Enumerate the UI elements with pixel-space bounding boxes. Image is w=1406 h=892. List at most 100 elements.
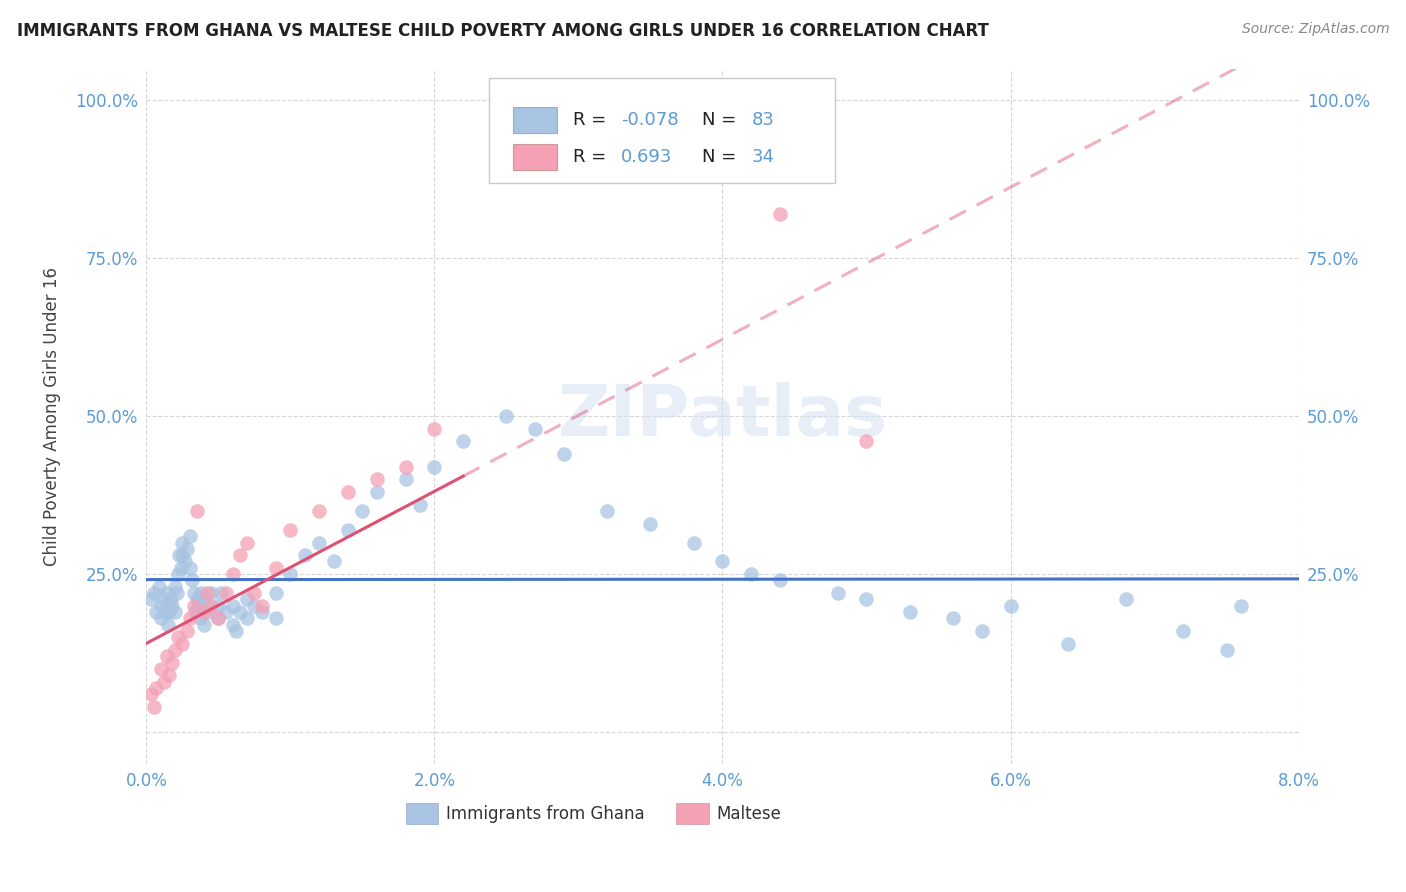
Point (280, 523, 302, 537)
Point (423, 422, 446, 436)
Text: IMMIGRANTS FROM GHANA VS MALTESE CHILD POVERTY AMONG GIRLS UNDER 16 CORRELATION : IMMIGRANTS FROM GHANA VS MALTESE CHILD P… (17, 22, 988, 40)
Point (366, 485, 388, 500)
Point (153, 605, 176, 619)
Point (640, 516, 662, 531)
Point (186, 504, 208, 518)
Point (165, 580, 187, 594)
Point (179, 529, 201, 543)
Point (222, 567, 245, 582)
FancyBboxPatch shape (405, 804, 437, 824)
Point (200, 599, 222, 613)
Point (308, 535, 330, 549)
Point (942, 611, 965, 625)
Point (1115, 592, 1137, 607)
Point (165, 605, 187, 619)
Point (169, 548, 191, 562)
Point (145, 605, 167, 619)
Point (207, 599, 229, 613)
Text: N =: N = (702, 111, 742, 129)
Point (152, 592, 174, 607)
Point (336, 485, 359, 500)
Point (176, 541, 198, 556)
Point (1173, 624, 1195, 638)
Point (193, 605, 215, 619)
Point (166, 586, 188, 600)
Point (165, 643, 187, 657)
Point (170, 561, 193, 575)
Text: 0.693: 0.693 (621, 148, 672, 166)
Point (451, 434, 474, 449)
Point (157, 605, 180, 619)
Point (149, 599, 172, 613)
Point (495, 409, 517, 424)
Point (190, 586, 212, 600)
Point (250, 605, 273, 619)
Point (394, 472, 416, 486)
Point (294, 548, 316, 562)
Point (1215, 643, 1237, 657)
Point (409, 498, 432, 512)
Point (193, 592, 215, 607)
Text: Immigrants from Ghana: Immigrants from Ghana (446, 805, 644, 822)
Point (172, 637, 194, 651)
Point (172, 548, 194, 562)
Point (243, 599, 266, 613)
Point (167, 567, 190, 582)
Text: R =: R = (572, 111, 612, 129)
Point (162, 599, 184, 613)
Point (855, 592, 877, 607)
Point (243, 586, 266, 600)
Point (596, 504, 619, 518)
Point (214, 586, 236, 600)
Point (197, 599, 219, 613)
FancyBboxPatch shape (513, 144, 557, 170)
Point (222, 599, 245, 613)
Point (1000, 599, 1022, 613)
Point (394, 459, 416, 474)
Point (769, 574, 792, 588)
Point (1057, 637, 1080, 651)
Point (156, 617, 179, 632)
Point (186, 592, 208, 607)
Point (236, 592, 259, 607)
Point (264, 586, 287, 600)
Point (149, 662, 172, 676)
Point (280, 567, 302, 582)
Point (229, 548, 252, 562)
Point (711, 554, 734, 568)
Point (229, 605, 252, 619)
Point (970, 624, 993, 638)
Point (181, 574, 204, 588)
Text: 83: 83 (751, 111, 775, 129)
Point (155, 649, 177, 664)
Point (155, 586, 177, 600)
Point (142, 586, 165, 600)
Point (225, 624, 247, 638)
Point (236, 535, 259, 549)
Point (682, 535, 704, 549)
Point (179, 561, 201, 575)
Point (207, 611, 229, 625)
Point (167, 630, 190, 644)
Point (200, 586, 222, 600)
Point (855, 434, 877, 449)
Point (184, 605, 207, 619)
Point (423, 459, 446, 474)
Point (209, 586, 232, 600)
Point (149, 611, 172, 625)
Text: 34: 34 (751, 148, 775, 166)
Point (769, 207, 792, 221)
Point (193, 617, 215, 632)
Point (172, 535, 194, 549)
Point (157, 668, 180, 682)
Point (236, 611, 259, 625)
Point (740, 567, 762, 582)
Point (183, 586, 205, 600)
FancyBboxPatch shape (676, 804, 709, 824)
Point (322, 554, 344, 568)
Point (336, 523, 359, 537)
Point (1230, 599, 1253, 613)
Point (264, 561, 287, 575)
Point (145, 681, 167, 695)
Point (174, 554, 197, 568)
